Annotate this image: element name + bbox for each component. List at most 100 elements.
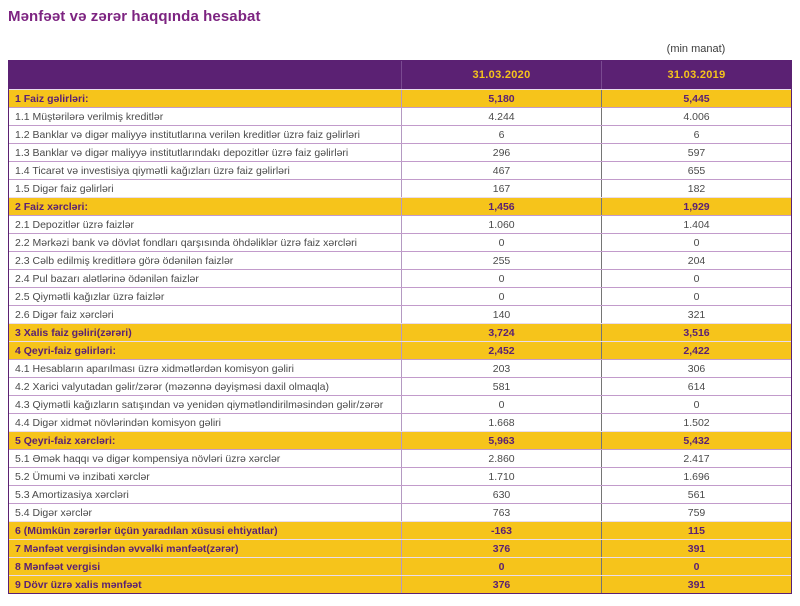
row-label: 1.4 Ticarət və investisiya qiymətli kağı… [15,164,290,177]
row-label: 4.2 Xarici valyutadan gəlir/zərər (məzən… [15,380,329,393]
value-2019: 0 [601,288,791,305]
table-row: 4.3 Qiymətli kağızların satışından və ye… [9,395,791,413]
row-label: 2 Faiz xərcləri: [15,200,88,213]
value-2020: 296 [401,144,601,161]
value-2019: 0 [601,270,791,287]
value-2019: 5,432 [601,432,791,449]
row-label: 7 Mənfəət vergisindən əvvəlki mənfəət(zə… [15,542,239,555]
value-2019: 391 [601,576,791,593]
table-row: 2.4 Pul bazarı alətlərinə ödənilən faizl… [9,269,791,287]
value-2019: 306 [601,360,791,377]
value-2020: 2.860 [401,450,601,467]
table-row: 8 Mənfəət vergisi 0 0 [9,557,791,575]
table-row: 1.1 Müştərilərə verilmiş kreditlər 4.244 4… [9,107,791,125]
value-2019: 3,516 [601,324,791,341]
row-label: 2.3 Cəlb edilmiş kreditlərə görə ödənilə… [15,254,234,267]
value-2019: 614 [601,378,791,395]
value-2020: 0 [401,234,601,251]
profit-loss-table: 31.03.2020 31.03.2019 1 Faiz gəlirləri: 5… [8,60,792,594]
table-row: 2.5 Qiymətli kağızlar üzrə faizlər 0 0 [9,287,791,305]
value-2019: 321 [601,306,791,323]
table-row: 4.2 Xarici valyutadan gəlir/zərər (məzən… [9,377,791,395]
value-2019: 597 [601,144,791,161]
value-2020: 5,963 [401,432,601,449]
value-2020: 3,724 [401,324,601,341]
row-label: 2.2 Mərkəzi bank və dövlət fondları qarş… [15,236,357,249]
table-header-row: 31.03.2020 31.03.2019 [9,61,791,89]
value-2020: 0 [401,270,601,287]
value-2020: 2,452 [401,342,601,359]
col-header-2020: 31.03.2020 [401,61,601,89]
value-2019: 182 [601,180,791,197]
table-row: 1.3 Banklar və digər maliyyə institutlar… [9,143,791,161]
value-2020: 630 [401,486,601,503]
table-row: 4 Qeyri-faiz gəlirləri: 2,452 2,422 [9,341,791,359]
table-body: 1 Faiz gəlirləri: 5,180 5,445 1.1 Müştərilə… [9,89,791,593]
value-2019: 4.006 [601,108,791,125]
value-2019: 204 [601,252,791,269]
table-row: 5.4 Digər xərclər 763 759 [9,503,791,521]
row-label: 1.2 Banklar və digər maliyyə institutlar… [15,128,360,141]
row-label: 8 Mənfəət vergisi [15,560,101,573]
table-row: 6 (Mümkün zərərlər üçün yaradılan xüsusi… [9,521,791,539]
table-row: 3 Xalis faiz gəliri(zərəri) 3,724 3,516 [9,323,791,341]
value-2020: 0 [401,288,601,305]
value-2019: 1,929 [601,198,791,215]
table-row: 2 Faiz xərcləri: 1,456 1,929 [9,197,791,215]
value-2019: 561 [601,486,791,503]
table-row: 5.2 Ümumi və inzibati xərclər 1.710 1.696 [9,467,791,485]
value-2020: 581 [401,378,601,395]
value-2020: 140 [401,306,601,323]
row-label: 5 Qeyri-faiz xərcləri: [15,434,116,447]
value-2020: 5,180 [401,90,601,107]
table-row: 5 Qeyri-faiz xərcləri: 5,963 5,432 [9,431,791,449]
table-row: 1.4 Ticarət və investisiya qiymətli kağı… [9,161,791,179]
value-2020: 6 [401,126,601,143]
value-2020: 376 [401,576,601,593]
row-label: 4.1 Hesabların aparılması üzrə xidmətlər… [15,362,294,375]
table-row: 4.4 Digər xidmət növlərindən komisyon gə… [9,413,791,431]
row-label: 5.2 Ümumi və inzibati xərclər [15,470,150,483]
value-2020: 1.710 [401,468,601,485]
row-label: 2.6 Digər faiz xərcləri [15,308,114,321]
unit-note: (min manat) [666,43,726,55]
value-2020: 1.668 [401,414,601,431]
table-row: 1.5 Digər faiz gəlirləri 167 182 [9,179,791,197]
table-row: 1.2 Banklar və digər maliyyə institutlar… [9,125,791,143]
unit-note-row: (min manat) [8,43,792,56]
table-row: 2.2 Mərkəzi bank və dövlət fondları qarş… [9,233,791,251]
value-2020: 255 [401,252,601,269]
value-2019: 0 [601,396,791,413]
value-2019: 2,422 [601,342,791,359]
value-2020: 4.244 [401,108,601,125]
row-label: 1 Faiz gəlirləri: [15,92,89,105]
row-label: 4.4 Digər xidmət növlərindən komisyon gə… [15,416,222,429]
value-2020: 467 [401,162,601,179]
value-2019: 2.417 [601,450,791,467]
row-label: 5.1 Əmək haqqı və digər kompensiya növlə… [15,452,281,465]
value-2019: 759 [601,504,791,521]
table-row: 9 Dövr üzrə xalis mənfəət 376 391 [9,575,791,593]
table-row: 2.6 Digər faiz xərcləri 140 321 [9,305,791,323]
row-label: 9 Dövr üzrə xalis mənfəət [15,578,142,591]
value-2019: 1.502 [601,414,791,431]
table-row: 2.1 Depozitlər üzrə faizlər 1.060 1.404 [9,215,791,233]
row-label: 2.4 Pul bazarı alətlərinə ödənilən faizl… [15,272,199,285]
value-2019: 6 [601,126,791,143]
value-2019: 1.404 [601,216,791,233]
value-2019: 115 [601,522,791,539]
value-2020: 376 [401,540,601,557]
table-row: 7 Mənfəət vergisindən əvvəlki mənfəət(zə… [9,539,791,557]
row-label: 2.1 Depozitlər üzrə faizlər [15,218,135,231]
value-2019: 5,445 [601,90,791,107]
value-2019: 0 [601,558,791,575]
table-row: 2.3 Cəlb edilmiş kreditlərə görə ödənilə… [9,251,791,269]
row-label: 1.5 Digər faiz gəlirləri [15,182,114,195]
col-header-2019: 31.03.2019 [601,61,791,89]
value-2019: 655 [601,162,791,179]
row-label: 3 Xalis faiz gəliri(zərəri) [15,326,132,339]
value-2020: 763 [401,504,601,521]
value-2020: 167 [401,180,601,197]
value-2019: 1.696 [601,468,791,485]
